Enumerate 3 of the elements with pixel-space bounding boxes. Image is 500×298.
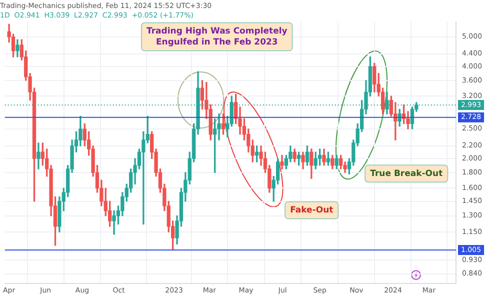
annotation: Fake-Out <box>290 206 334 216</box>
annotation: True Break-Out <box>370 168 443 179</box>
annotation: Trading High Was Completely Engulfed in The Feb 2023 <box>146 26 288 48</box>
